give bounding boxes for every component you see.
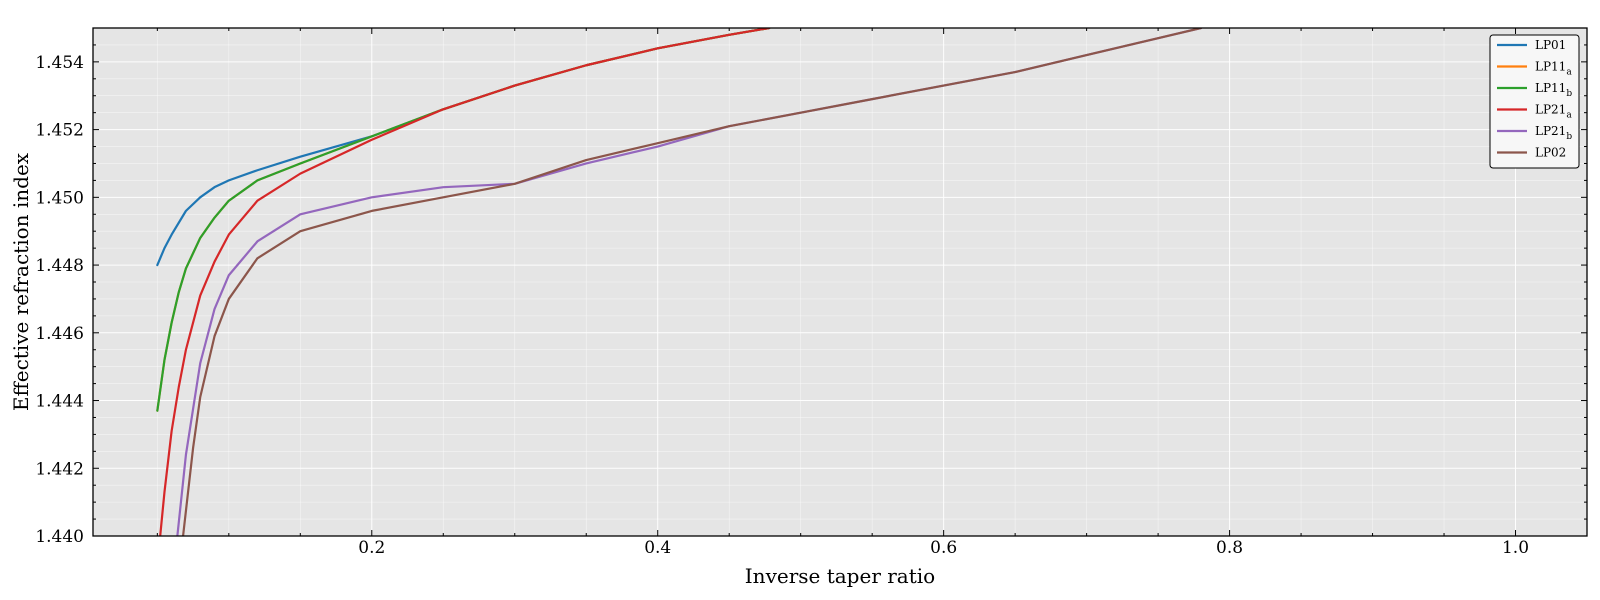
y-tick-label: 1.452 (35, 121, 84, 141)
y-tick-label: 1.440 (35, 527, 84, 547)
x-tick-label: 0.4 (644, 538, 671, 558)
y-tick-label: 1.444 (35, 392, 84, 412)
y-tick-label: 1.442 (35, 459, 84, 479)
legend-label: LP01 (1535, 38, 1566, 52)
x-tick-label: 0.8 (1216, 538, 1243, 558)
series-layer (156, 28, 1203, 536)
tick-marks (93, 27, 1587, 537)
legend-label: LP11a (1535, 60, 1572, 78)
x-tick-label: 0.6 (930, 538, 957, 558)
x-tick-label: 0.2 (358, 538, 385, 558)
legend-label: LP11b (1535, 81, 1572, 99)
y-axis-label: Effective refraction index (9, 152, 33, 411)
minor-grid (93, 27, 1587, 536)
series-line-lp02 (181, 28, 1203, 536)
legend-label: LP21b (1535, 124, 1572, 142)
x-tick-labels: 0.2 0.4 0.6 0.8 1.0 (358, 538, 1529, 558)
legend-label: LP02 (1535, 146, 1566, 160)
x-tick-label: 1.0 (1502, 538, 1529, 558)
y-tick-label: 1.454 (35, 53, 84, 73)
y-tick-label: 1.446 (35, 324, 84, 344)
x-axis-label: Inverse taper ratio (745, 564, 935, 588)
series-line-lp21-a (159, 28, 771, 536)
legend-box (1489, 34, 1580, 169)
y-tick-labels: 1.440 1.442 1.444 1.446 1.448 1.450 1.452 1.454 (35, 53, 84, 547)
y-tick-label: 1.448 (35, 256, 84, 276)
legend: LP01 LP11a LP11b LP21a LP21b LP02 (1489, 34, 1580, 169)
y-tick-label: 1.450 (35, 188, 84, 208)
legend-label: LP21a (1535, 103, 1572, 121)
